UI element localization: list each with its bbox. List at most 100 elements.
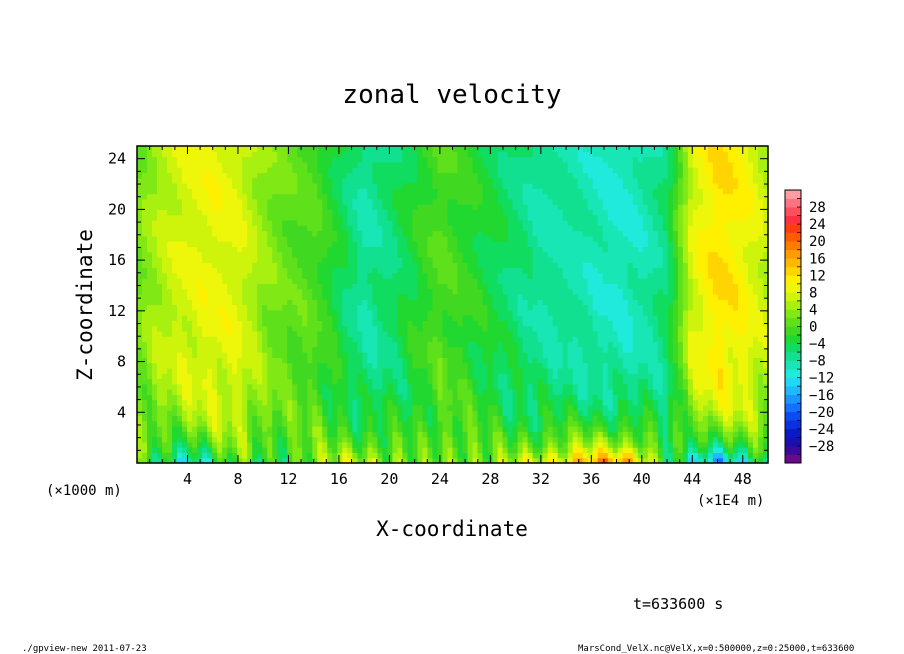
heatmap-cell xyxy=(482,172,489,179)
heatmap-cell xyxy=(547,230,554,237)
heatmap-cell xyxy=(192,278,198,284)
heatmap-cell xyxy=(327,193,333,200)
heatmap-cell xyxy=(372,367,378,374)
heatmap-cell xyxy=(162,373,168,380)
heatmap-cell xyxy=(387,436,394,443)
heatmap-cell xyxy=(402,230,409,237)
heatmap-cell xyxy=(492,315,499,321)
heatmap-cell xyxy=(402,146,409,152)
heatmap-cell xyxy=(272,198,278,205)
heatmap-cell xyxy=(162,204,168,210)
heatmap-cell xyxy=(212,241,218,247)
heatmap-cell xyxy=(512,256,519,263)
heatmap-cell xyxy=(482,378,489,385)
heatmap-cell xyxy=(347,357,353,364)
heatmap-cell xyxy=(507,156,514,163)
heatmap-cell xyxy=(457,452,464,459)
heatmap-cell xyxy=(167,293,173,300)
heatmap-cell xyxy=(362,256,368,263)
heatmap-cell xyxy=(507,383,514,390)
heatmap-cell xyxy=(137,357,143,364)
heatmap-cell xyxy=(357,256,363,263)
heatmap-cell xyxy=(542,447,549,454)
heatmap-cell xyxy=(222,278,228,284)
heatmap-cell xyxy=(402,410,409,417)
heatmap-cell xyxy=(357,404,363,411)
heatmap-cell xyxy=(337,225,343,232)
heatmap-cell xyxy=(282,167,288,174)
heatmap-cell xyxy=(147,346,153,353)
heatmap-cell xyxy=(152,278,158,284)
heatmap-cell xyxy=(412,399,419,406)
heatmap-cell xyxy=(412,357,419,364)
heatmap-cell xyxy=(382,225,388,232)
heatmap-cell xyxy=(317,352,323,358)
heatmap-cell xyxy=(272,177,278,184)
heatmap-cell xyxy=(322,346,328,353)
heatmap-cell xyxy=(352,172,358,179)
heatmap-cell xyxy=(377,177,383,184)
heatmap-cell xyxy=(362,246,368,253)
heatmap-cell xyxy=(322,309,328,316)
heatmap-cell xyxy=(137,336,143,343)
heatmap-cell xyxy=(262,151,268,158)
heatmap-cell xyxy=(217,156,223,163)
heatmap-cell xyxy=(207,188,213,195)
heatmap-cell xyxy=(397,304,404,311)
heatmap-cell xyxy=(432,209,439,216)
heatmap-cell xyxy=(462,320,469,327)
heatmap-cell xyxy=(297,309,303,316)
heatmap-cell xyxy=(182,278,188,284)
heatmap-cell xyxy=(457,431,464,438)
heatmap-cell xyxy=(377,367,383,374)
heatmap-cell xyxy=(472,156,479,163)
heatmap-cell xyxy=(437,209,444,216)
heatmap-cell xyxy=(387,394,394,401)
heatmap-cell xyxy=(162,278,168,284)
heatmap-cell xyxy=(542,161,549,168)
heatmap-cell xyxy=(207,230,213,237)
heatmap-cell xyxy=(542,325,549,332)
heatmap-cell xyxy=(242,161,248,168)
heatmap-cell xyxy=(502,193,509,200)
heatmap-cell xyxy=(167,156,173,163)
heatmap-cell xyxy=(327,447,333,454)
heatmap-cell xyxy=(167,346,173,353)
heatmap-cell xyxy=(522,415,529,422)
heatmap-cell xyxy=(492,330,499,337)
heatmap-cell xyxy=(332,447,338,454)
heatmap-cell xyxy=(212,167,218,174)
heatmap-cell xyxy=(417,161,424,168)
heatmap-cell xyxy=(232,246,238,253)
heatmap-cell xyxy=(332,336,338,343)
heatmap-cell xyxy=(202,167,208,174)
heatmap-cell xyxy=(212,193,218,200)
heatmap-cell xyxy=(467,278,474,284)
heatmap-cell xyxy=(362,283,368,290)
heatmap-cell xyxy=(267,161,273,168)
heatmap-cell xyxy=(457,315,464,321)
heatmap-cell xyxy=(407,204,414,210)
heatmap-cell xyxy=(162,394,168,401)
heatmap-cell xyxy=(522,299,529,306)
heatmap-cell xyxy=(507,441,514,448)
heatmap-cell xyxy=(227,214,233,221)
heatmap-cell xyxy=(242,235,248,242)
heatmap-cell xyxy=(432,288,439,295)
heatmap-cell xyxy=(157,214,163,221)
heatmap-cell xyxy=(192,325,198,332)
heatmap-cell xyxy=(227,293,233,300)
heatmap-cell xyxy=(207,235,213,242)
heatmap-cell xyxy=(307,209,313,216)
heatmap-cell xyxy=(347,304,353,311)
heatmap-cell xyxy=(287,420,293,427)
heatmap-cell xyxy=(542,182,549,189)
heatmap-cell xyxy=(542,394,549,401)
heatmap-cell xyxy=(187,278,193,284)
heatmap-cell xyxy=(322,198,328,205)
heatmap-cell xyxy=(242,367,248,374)
heatmap-cell xyxy=(137,410,143,417)
heatmap-cell xyxy=(242,410,248,417)
heatmap-cell xyxy=(417,441,424,448)
heatmap-cell xyxy=(202,367,208,374)
